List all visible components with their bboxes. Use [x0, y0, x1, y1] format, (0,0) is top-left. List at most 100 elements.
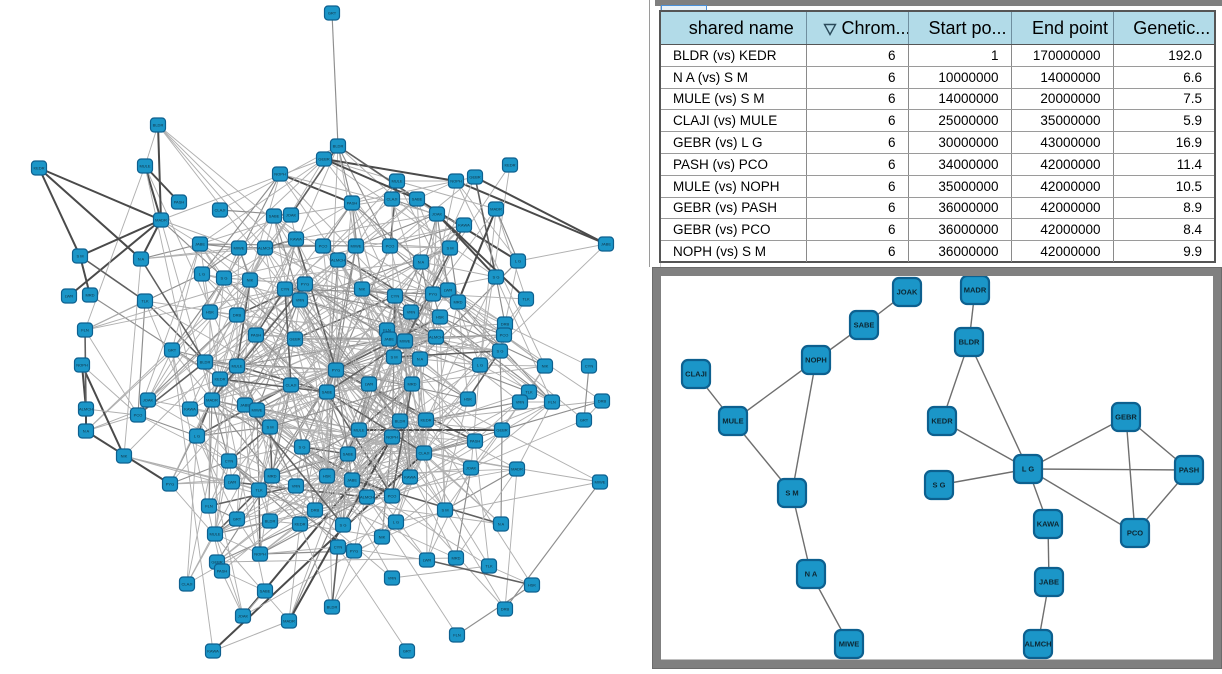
svg-text:MIWE: MIWE: [400, 339, 411, 344]
svg-text:MIWE: MIWE: [234, 246, 245, 251]
svg-text:ALMCH: ALMCH: [331, 258, 345, 263]
svg-text:FLN: FLN: [383, 328, 391, 333]
svg-text:JOAK: JOAK: [466, 466, 477, 471]
svg-text:L G: L G: [393, 520, 399, 525]
svg-text:MIWE: MIWE: [839, 640, 859, 649]
svg-text:S G: S G: [221, 276, 228, 281]
svg-text:MRD: MRD: [267, 474, 276, 479]
svg-text:PCO: PCO: [500, 333, 509, 338]
svg-text:LWR: LWR: [444, 288, 453, 293]
svg-text:N A: N A: [83, 429, 90, 434]
svg-text:NIK: NIK: [379, 535, 386, 540]
svg-text:DRB: DRB: [501, 607, 510, 612]
svg-text:MULE: MULE: [353, 428, 364, 433]
svg-text:S M: S M: [76, 254, 83, 259]
svg-text:JOAK: JOAK: [238, 614, 249, 619]
svg-text:KAWA: KAWA: [404, 475, 416, 480]
svg-text:ALMCH: ALMCH: [360, 495, 374, 500]
svg-text:TLK: TLK: [485, 564, 493, 569]
svg-text:GRT: GRT: [580, 418, 589, 423]
svg-text:GEBR: GEBR: [1115, 413, 1137, 422]
svg-text:PCO: PCO: [386, 244, 395, 249]
svg-text:KAWA: KAWA: [1037, 520, 1060, 529]
svg-text:CLAJI: CLAJI: [685, 370, 707, 379]
svg-text:KEDR: KEDR: [294, 522, 305, 527]
svg-text:GRT: GRT: [168, 348, 177, 353]
svg-text:MRD: MRD: [85, 293, 94, 298]
svg-text:LWR: LWR: [65, 294, 74, 299]
svg-text:PCO: PCO: [134, 413, 143, 418]
svg-text:N A: N A: [498, 522, 505, 527]
svg-text:HSK: HSK: [323, 474, 332, 479]
svg-text:DRB: DRB: [233, 313, 242, 318]
svg-text:JOAK: JOAK: [143, 398, 154, 403]
svg-text:BLDR: BLDR: [333, 144, 344, 149]
svg-text:S M: S M: [441, 508, 448, 513]
svg-text:N A: N A: [417, 357, 424, 362]
svg-text:KEDR: KEDR: [214, 377, 225, 382]
svg-text:GEBR: GEBR: [289, 337, 300, 342]
svg-text:MIWE: MIWE: [252, 408, 263, 413]
svg-text:CLAJI: CLAJI: [419, 451, 430, 456]
svg-text:GRT: GRT: [403, 649, 412, 654]
svg-text:KAWA: KAWA: [184, 407, 196, 412]
svg-text:S G: S G: [933, 481, 946, 490]
svg-text:TLK: TLK: [525, 390, 533, 395]
svg-text:MULE: MULE: [391, 179, 402, 184]
svg-text:VRN: VRN: [296, 298, 305, 303]
svg-text:ALMCH: ALMCH: [258, 246, 272, 251]
svg-text:LWR: LWR: [423, 558, 432, 563]
svg-text:S M: S M: [390, 355, 397, 360]
svg-text:TLK: TLK: [255, 488, 263, 493]
svg-text:S M: S M: [785, 489, 798, 498]
svg-text:PASH: PASH: [174, 200, 185, 205]
svg-text:NIK: NIK: [359, 287, 366, 292]
svg-text:CYN: CYN: [391, 294, 400, 299]
svg-text:MADR: MADR: [490, 207, 502, 212]
svg-text:L G: L G: [515, 259, 521, 264]
svg-text:GEBR: GEBR: [469, 175, 480, 180]
svg-text:KEDR: KEDR: [504, 163, 515, 168]
svg-text:PYG: PYG: [350, 549, 358, 554]
svg-text:MULE: MULE: [231, 364, 242, 369]
svg-text:BLDR: BLDR: [395, 419, 406, 424]
svg-text:TLK: TLK: [141, 299, 149, 304]
svg-text:KEDR: KEDR: [420, 418, 431, 423]
svg-text:SABE: SABE: [260, 589, 271, 594]
svg-text:S G: S G: [497, 349, 504, 354]
svg-text:PASH: PASH: [217, 569, 228, 574]
svg-text:MADR: MADR: [511, 467, 523, 472]
svg-text:VRN: VRN: [516, 400, 525, 405]
svg-text:CLAJI: CLAJI: [215, 208, 226, 213]
svg-text:S G: S G: [299, 445, 306, 450]
svg-text:CYN: CYN: [225, 459, 234, 464]
svg-text:LWR: LWR: [228, 480, 237, 485]
svg-text:PYG: PYG: [332, 368, 340, 373]
svg-text:KAWA: KAWA: [458, 223, 470, 228]
svg-text:N A: N A: [805, 570, 818, 579]
svg-text:NIK: NIK: [542, 364, 549, 369]
svg-text:PCO: PCO: [388, 494, 397, 499]
svg-text:MADR: MADR: [964, 286, 987, 295]
svg-text:MADR: MADR: [283, 619, 295, 624]
svg-text:JABE: JABE: [1039, 578, 1059, 587]
svg-text:JOAK: JOAK: [432, 212, 443, 217]
svg-text:BLDR: BLDR: [327, 605, 338, 610]
svg-text:MRD: MRD: [451, 556, 460, 561]
svg-text:PASH: PASH: [1179, 466, 1199, 475]
svg-text:ALMCH: ALMCH: [429, 335, 443, 340]
svg-text:CLAJI: CLAJI: [387, 197, 398, 202]
svg-text:ALMCH: ALMCH: [79, 407, 93, 412]
svg-text:FLN: FLN: [453, 633, 461, 638]
svg-text:DRB: DRB: [598, 399, 607, 404]
svg-text:JABE: JABE: [384, 337, 394, 342]
svg-text:NIK: NIK: [247, 278, 254, 283]
svg-text:KAWA: KAWA: [290, 237, 302, 242]
svg-text:SABE: SABE: [412, 197, 423, 202]
svg-text:BLDR: BLDR: [959, 338, 980, 347]
svg-text:NIK: NIK: [121, 454, 128, 459]
svg-text:S M: S M: [446, 246, 453, 251]
svg-text:S G: S G: [493, 275, 500, 280]
svg-text:L G: L G: [199, 272, 205, 277]
svg-text:GRT: GRT: [328, 11, 337, 16]
